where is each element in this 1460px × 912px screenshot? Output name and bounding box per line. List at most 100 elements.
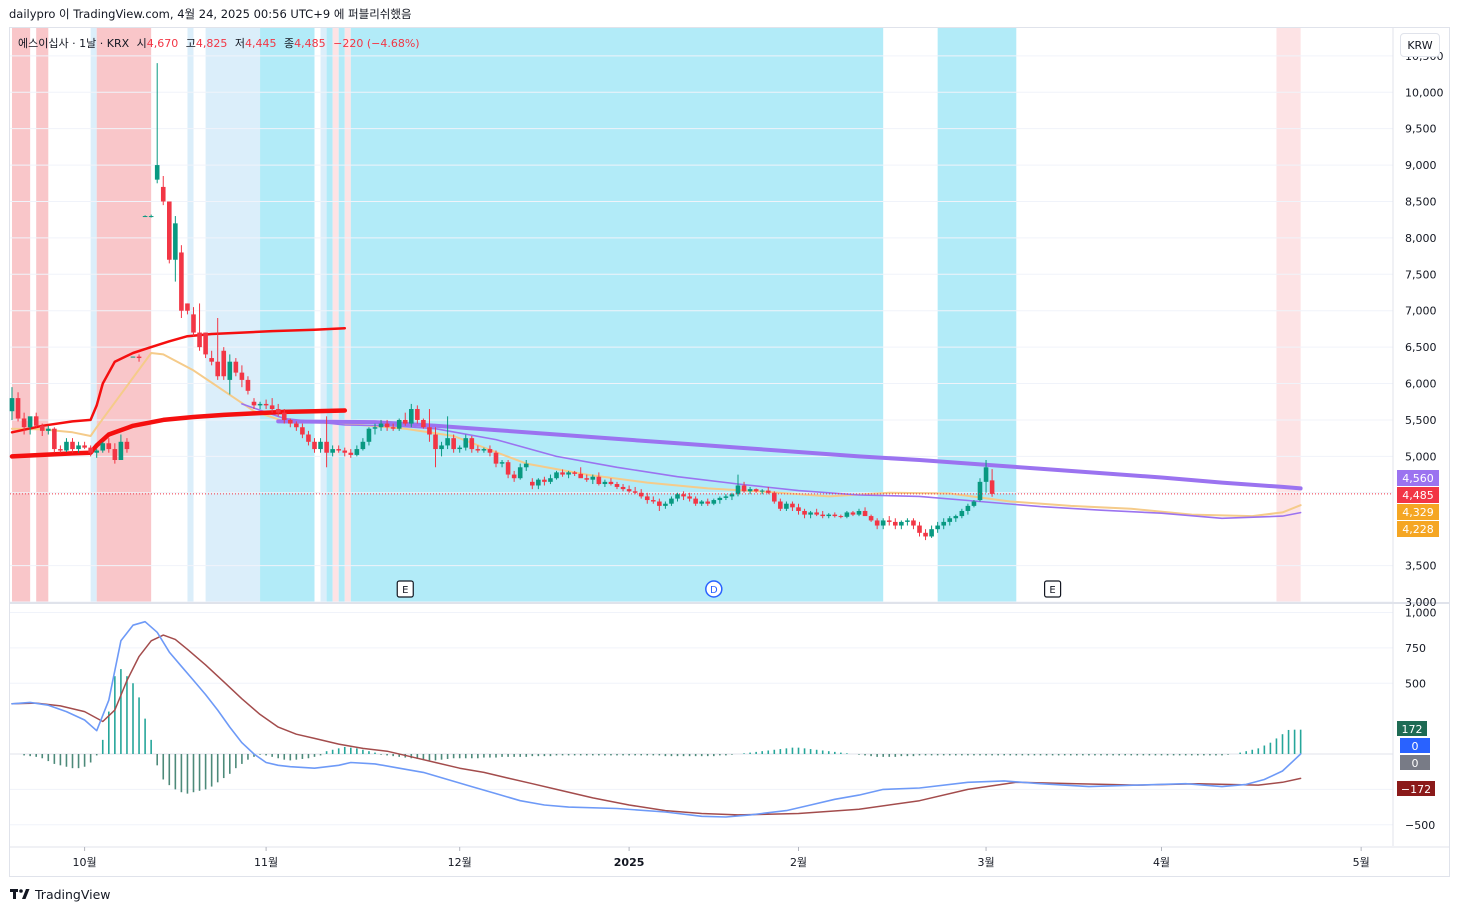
- candle-body: [663, 503, 668, 506]
- candle-body: [378, 423, 384, 428]
- legend-low: 4,445: [245, 37, 277, 50]
- candle-body: [511, 474, 517, 479]
- candle-body: [396, 419, 402, 429]
- legend-sep: ·: [99, 37, 107, 50]
- candle-body: [306, 434, 311, 442]
- candle-body: [759, 490, 765, 492]
- event-marker-earnings: [396, 580, 414, 598]
- candle-body: [348, 452, 354, 455]
- candle-body: [294, 423, 299, 428]
- price-axis-tick: 9,000: [1405, 159, 1437, 172]
- candle-body: [868, 516, 874, 521]
- candle-body: [227, 361, 233, 380]
- price-axis-label: 4,560: [1402, 472, 1434, 485]
- candle-body: [717, 497, 723, 501]
- candle-body: [838, 516, 844, 518]
- chart-frame[interactable]: [9, 27, 1450, 877]
- candle-body: [729, 494, 735, 497]
- candle-body: [433, 434, 438, 450]
- candle-body: [705, 501, 711, 504]
- candle-body: [911, 520, 916, 526]
- background-zone: [326, 28, 333, 602]
- candle-body: [741, 485, 747, 492]
- candle-body: [632, 491, 638, 493]
- candle-body: [644, 496, 650, 501]
- background-zone: [36, 28, 49, 602]
- candle-body: [947, 518, 953, 522]
- candle-body: [82, 445, 87, 448]
- candle-body: [505, 462, 511, 475]
- candle-body: [826, 514, 832, 517]
- candle-body: [693, 498, 698, 504]
- candle-body: [602, 481, 608, 485]
- candle-body: [70, 441, 75, 450]
- candle-body: [27, 416, 33, 428]
- candle-body: [983, 467, 989, 482]
- legend-symbol: 에스이십사: [18, 37, 69, 50]
- background-zone: [12, 28, 31, 602]
- candle-body: [657, 501, 662, 506]
- candle-body: [923, 532, 928, 537]
- candle-body: [893, 521, 898, 526]
- candle-body: [481, 449, 487, 451]
- candle-body: [542, 479, 547, 482]
- candle-body: [409, 409, 414, 424]
- time-axis-tick: 2월: [790, 856, 807, 869]
- candle-body: [814, 512, 819, 515]
- legend-open-label: 시: [136, 37, 147, 50]
- macd-axis-label: −172: [1401, 783, 1431, 796]
- background-zone: [187, 28, 194, 602]
- candle-body: [554, 472, 559, 479]
- candle-body: [46, 428, 51, 431]
- candle-body: [221, 350, 227, 377]
- candle-body: [360, 441, 366, 450]
- candle-body: [790, 503, 795, 508]
- price-axis-tick: 6,500: [1405, 341, 1437, 354]
- candle-body: [9, 398, 15, 412]
- candle-body: [33, 416, 39, 426]
- candle-body: [52, 428, 57, 450]
- candle-body: [499, 462, 505, 464]
- time-axis-tick: 2025: [614, 856, 645, 869]
- candle-body: [844, 512, 850, 517]
- candle-body: [638, 492, 644, 497]
- event-marker-dividend: [705, 580, 723, 598]
- macd-axis-label-box: [1400, 738, 1430, 753]
- footer-brand[interactable]: TradingView: [10, 885, 111, 903]
- candle-body: [572, 472, 577, 474]
- candle-body: [651, 500, 656, 502]
- candle-body: [390, 427, 396, 429]
- candle-body: [457, 447, 462, 450]
- candle-body: [681, 494, 686, 497]
- candle-body: [548, 478, 553, 482]
- candle-body: [58, 449, 63, 451]
- price-axis-tick: 7,000: [1405, 305, 1437, 318]
- event-marker-label: E: [402, 585, 408, 596]
- candle-body: [530, 481, 535, 486]
- candle-body: [160, 186, 166, 202]
- price-axis-label: 4,228: [1402, 523, 1434, 536]
- candle-body: [112, 449, 118, 460]
- candle-body: [312, 441, 317, 450]
- legend-open: 4,670: [146, 37, 179, 50]
- candle-body: [15, 398, 21, 419]
- currency-button[interactable]: KRW: [1400, 33, 1440, 57]
- price-axis-label: 4,485: [1402, 489, 1434, 502]
- candle-body: [929, 529, 934, 537]
- macd-axis-tick: −500: [1405, 819, 1435, 832]
- background-zone: [90, 28, 97, 602]
- background-zone: [320, 28, 327, 602]
- candle-body: [197, 332, 202, 348]
- symbol-legend: 에스이십사 · 1날 · KRX 시4,670 고4,825 저4,445 종4…: [18, 35, 420, 51]
- candle-body: [233, 361, 239, 373]
- time-axis-tick: 10월: [73, 856, 97, 869]
- price-axis-label: 4,329: [1402, 506, 1434, 519]
- candle-body: [88, 447, 93, 453]
- candle-body: [765, 490, 771, 493]
- candle-body: [796, 507, 801, 511]
- candle-body: [318, 441, 323, 450]
- macd-axis-label-box: [1397, 781, 1435, 796]
- candle-body: [209, 358, 214, 362]
- price-axis-tick: 3,500: [1405, 560, 1437, 573]
